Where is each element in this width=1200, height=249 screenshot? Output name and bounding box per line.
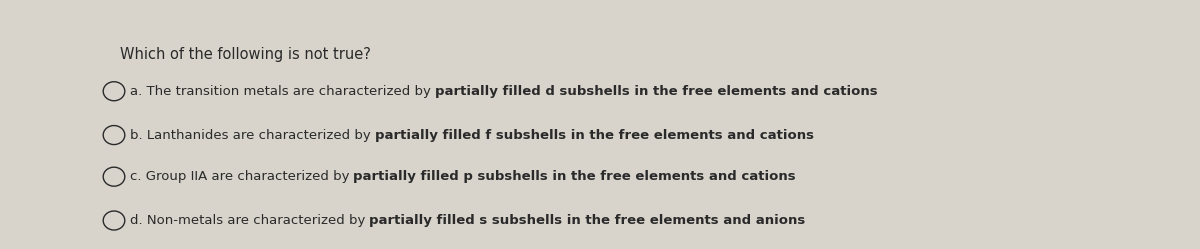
Text: partially filled f subshells in the free elements and cations: partially filled f subshells in the free… [374,128,814,142]
Text: Which of the following is not true?: Which of the following is not true? [120,47,371,62]
Text: partially filled d subshells in the free elements and cations: partially filled d subshells in the free… [434,85,877,98]
Text: d. Non-metals are characterized by: d. Non-metals are characterized by [130,214,370,227]
Text: partially filled s subshells in the free elements and anions: partially filled s subshells in the free… [370,214,805,227]
Text: partially filled p subshells in the free elements and cations: partially filled p subshells in the free… [353,170,796,183]
Text: c. Group IIA are characterized by: c. Group IIA are characterized by [130,170,353,183]
Text: b. Lanthanides are characterized by: b. Lanthanides are characterized by [130,128,374,142]
Text: a. The transition metals are characterized by: a. The transition metals are characteriz… [130,85,434,98]
